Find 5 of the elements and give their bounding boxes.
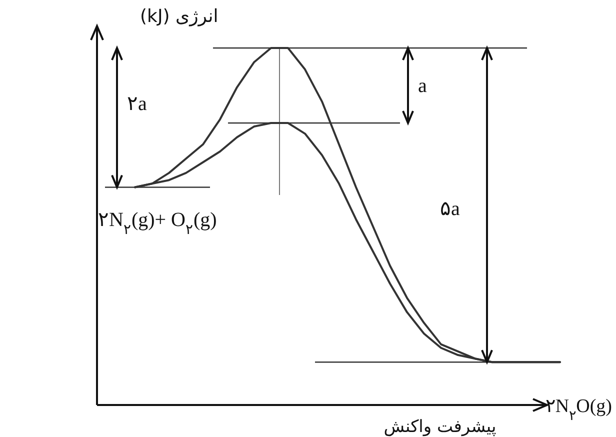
xlabel: پیشرفت واکنش [384, 417, 496, 437]
annotation: ۵a [440, 198, 460, 220]
annotation: ۲a [127, 93, 147, 115]
ylabel: انرژی (kJ) [140, 6, 218, 27]
annotation: a [418, 75, 427, 97]
